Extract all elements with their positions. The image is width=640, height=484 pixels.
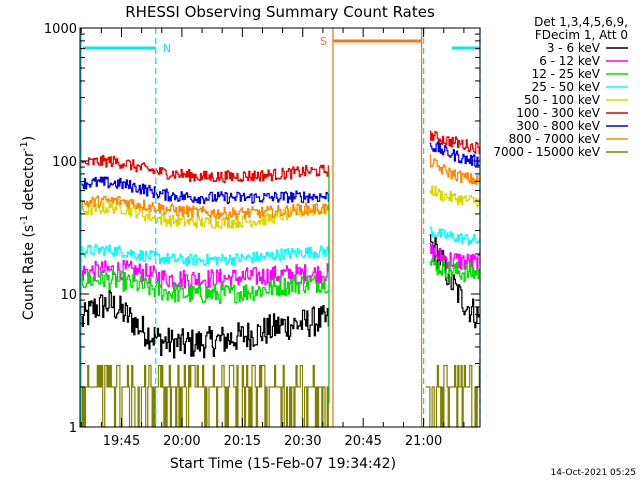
series-line-800-7000--b (429, 154, 480, 185)
legend-header-line-1: Det 1,3,4,5,6,9, (534, 15, 628, 29)
x-tick-label: 20:15 (224, 434, 261, 449)
x-tick-label: 20:30 (284, 434, 321, 449)
series-line-50-100--b (429, 185, 480, 208)
plot-frame (79, 27, 481, 428)
legend-label: 7000 - 15000 keV (493, 145, 600, 159)
flags-layer: NS (83, 35, 480, 55)
series-line-800-7000--a (81, 195, 329, 220)
series-line-6-12--b (429, 242, 480, 274)
y-tick-label: 100 (52, 155, 77, 170)
legend-label: 12 - 25 keV (532, 67, 601, 81)
series-line-7000-15000--b (425, 364, 480, 428)
series-line-100-300--b (429, 130, 480, 154)
x-tick-label: 19:45 (103, 434, 140, 449)
legend-label: 3 - 6 keV (547, 41, 601, 55)
flag-label-S: S (320, 35, 327, 48)
legend-label: 50 - 100 keV (524, 93, 601, 107)
x-tick-label: 20:45 (344, 434, 381, 449)
y-axis-label: Count Rate (s-1 detector-1) (19, 136, 37, 320)
axes-layer: 1 10 100 1000 19:45 20:00 20:15 20:30 20:45 21:00 (44, 22, 480, 449)
y-axis-label-base: Count Rate (s (21, 225, 37, 320)
boundaries-layer (80, 28, 481, 427)
data-layer (81, 130, 480, 428)
y-axis-label-end: ) (21, 136, 37, 141)
y-tick-label: 1000 (44, 22, 77, 37)
y-axis-label-mid: detector (21, 151, 37, 215)
legend-label: 800 - 7000 keV (509, 132, 601, 146)
series-line-12-25--a (81, 269, 329, 304)
legend-label: 25 - 50 keV (532, 80, 601, 94)
series-line-25-50--a (81, 244, 329, 267)
y-axis-label-sup2: -1 (19, 141, 30, 151)
legend-label: 100 - 300 keV (516, 106, 600, 120)
legend: Det 1,3,4,5,6,9, FDecim 1, Att 0 3 - 6 k… (493, 15, 628, 159)
y-axis-label-sup1: -1 (19, 215, 30, 225)
x-tick-label: 20:00 (163, 434, 200, 449)
legend-label: 300 - 800 keV (516, 119, 600, 133)
series-line-7000-15000--a (81, 364, 329, 428)
series-line-25-50--b (429, 226, 480, 245)
generation-timestamp: 14-Oct-2021 05:25 (551, 468, 636, 478)
series-line-3-6--b (429, 234, 480, 329)
chart-title: RHESSI Observing Summary Count Rates (125, 3, 435, 21)
flag-label-N: N (163, 42, 171, 55)
x-axis-label: Start Time (15-Feb-07 19:34:42) (170, 456, 396, 472)
x-tick-label: 21:00 (405, 434, 442, 449)
series-line-300-800--b (429, 141, 480, 167)
y-tick-label: 1 (69, 421, 77, 436)
series-line-300-800--a (81, 176, 329, 204)
legend-header-line-2: FDecim 1, Att 0 (535, 28, 628, 42)
y-tick-label: 10 (60, 288, 77, 303)
series-line-12-25--b (429, 256, 480, 283)
series-line-3-6--a (81, 290, 329, 359)
series-line-100-300--a (81, 155, 329, 184)
series-line-50-100--a (81, 201, 329, 229)
legend-label: 6 - 12 keV (539, 54, 601, 68)
